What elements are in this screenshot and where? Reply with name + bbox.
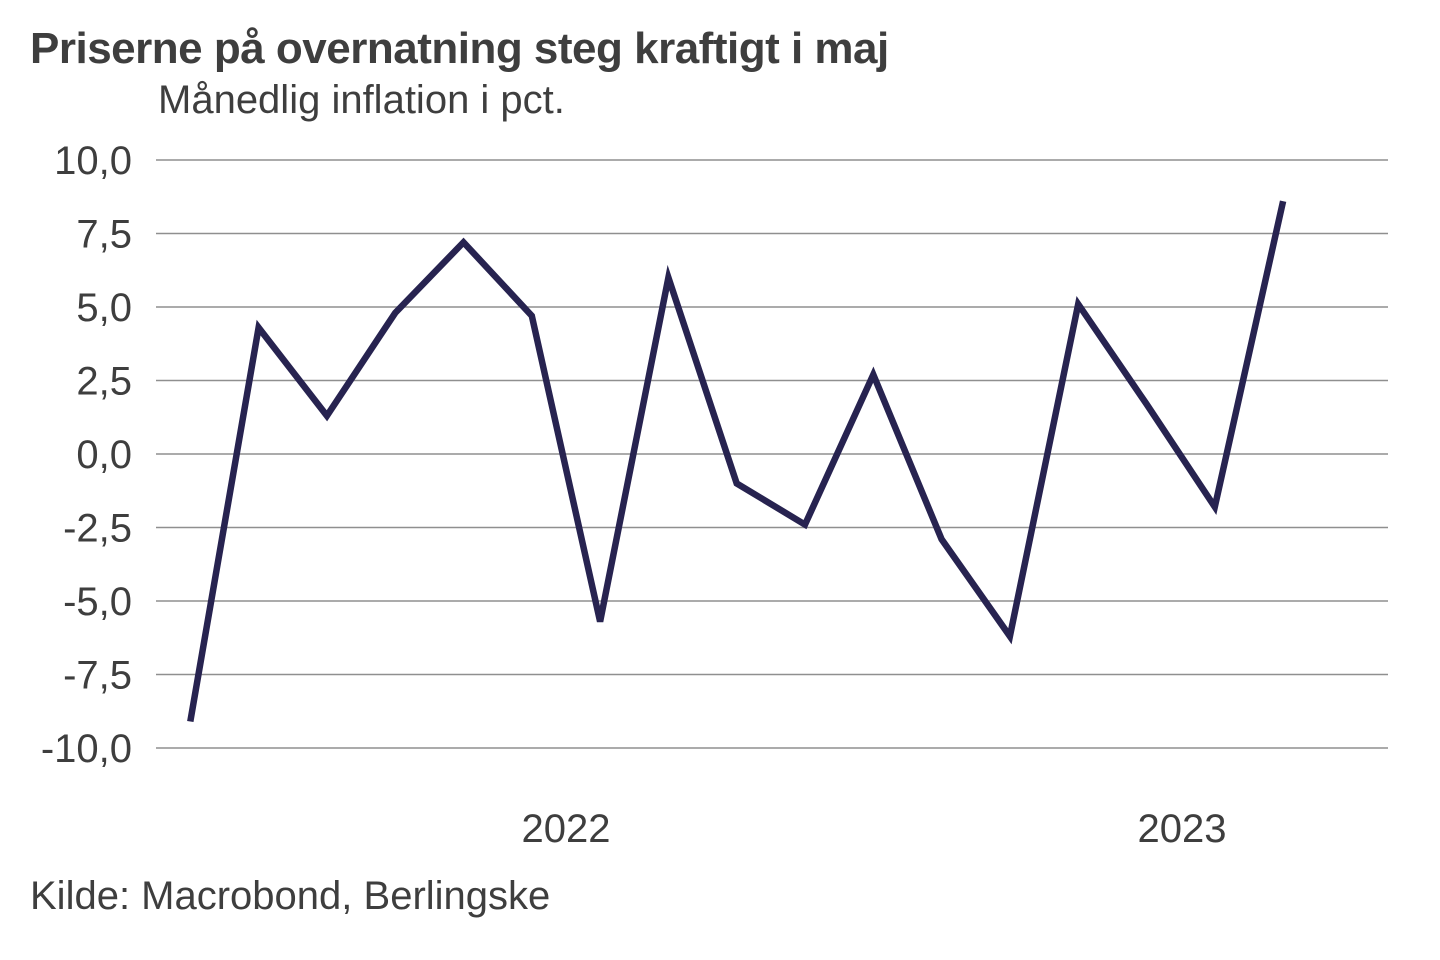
x-tick-label: 2022 [522, 807, 611, 851]
y-tick-label: 2,5 [76, 360, 132, 404]
y-tick-label: 7,5 [76, 213, 132, 257]
y-tick-label: -5,0 [63, 580, 132, 624]
source-caption: Kilde: Macrobond, Berlingske [30, 874, 551, 918]
y-tick-label: 5,0 [76, 286, 132, 330]
y-tick-label: -10,0 [41, 727, 132, 771]
chart-title: Priserne på overnatning steg kraftigt i … [30, 24, 889, 73]
y-tick-label: -7,5 [63, 654, 132, 698]
inflation-line-series [187, 200, 1287, 723]
x-tick-label: 2023 [1138, 807, 1227, 851]
chart-subtitle: Månedlig inflation i pct. [158, 78, 565, 122]
y-tick-label: 10,0 [54, 139, 132, 183]
y-tick-label: 0,0 [76, 433, 132, 477]
y-tick-label: -2,5 [63, 507, 132, 551]
